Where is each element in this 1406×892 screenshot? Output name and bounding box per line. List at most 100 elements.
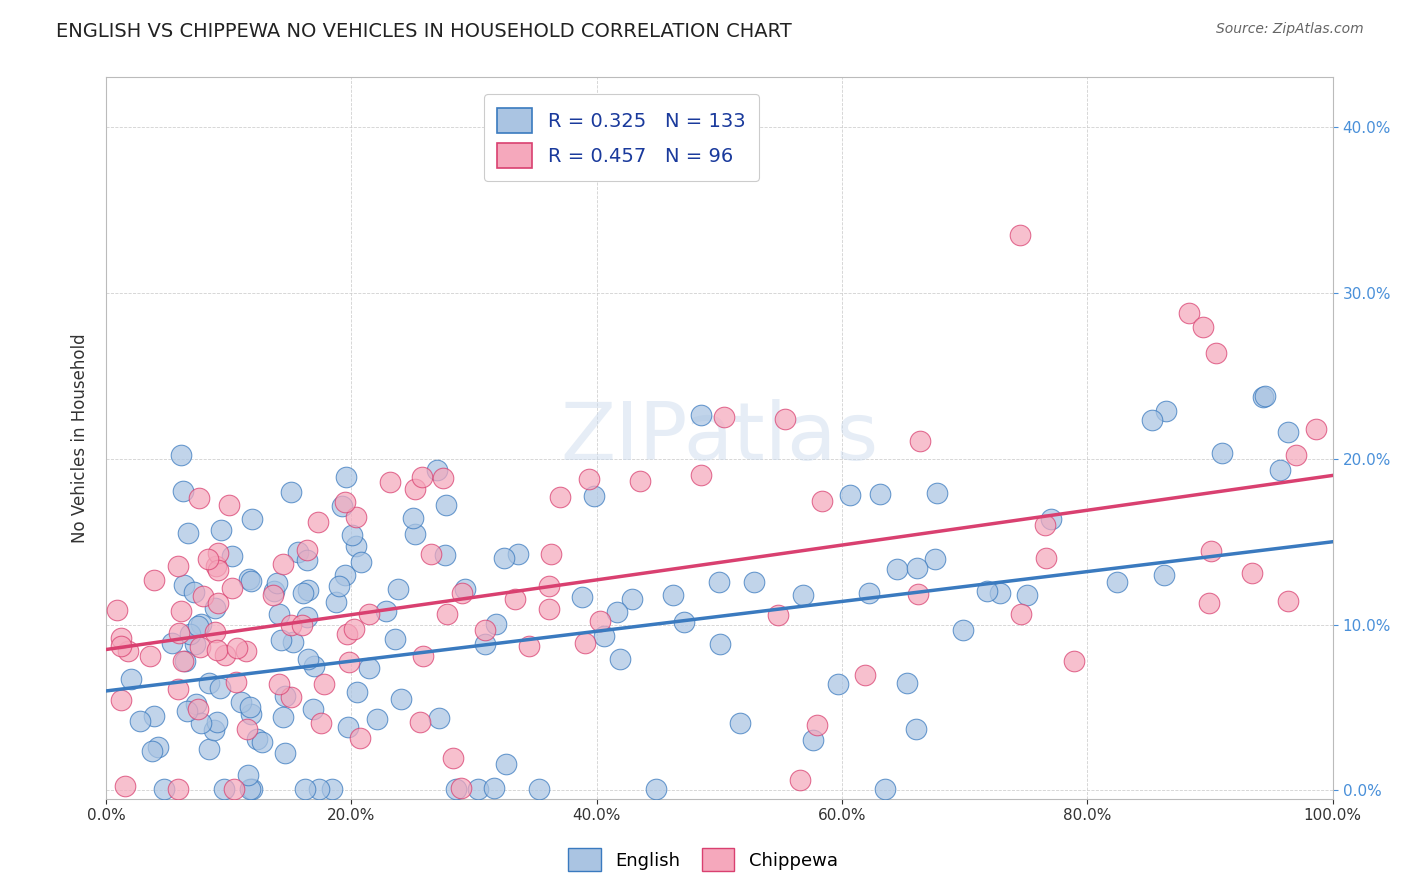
Point	[853, 668, 876, 682]
Point	[271, 710, 294, 724]
Point	[114, 779, 136, 793]
Point	[1253, 389, 1275, 403]
Point	[238, 781, 260, 796]
Point	[1285, 448, 1308, 462]
Point	[904, 722, 927, 736]
Point	[426, 463, 449, 477]
Point	[240, 781, 263, 796]
Point	[508, 547, 530, 561]
Point	[337, 655, 360, 669]
Legend: English, Chippewa: English, Chippewa	[561, 841, 845, 879]
Point	[239, 700, 262, 714]
Point	[160, 635, 183, 649]
Point	[592, 629, 614, 643]
Point	[198, 676, 221, 690]
Point	[105, 603, 128, 617]
Point	[153, 781, 176, 796]
Point	[1205, 346, 1227, 360]
Point	[335, 494, 357, 508]
Point	[896, 676, 918, 690]
Point	[184, 697, 207, 711]
Point	[792, 588, 814, 602]
Point	[170, 449, 193, 463]
Point	[1199, 544, 1222, 558]
Point	[495, 756, 517, 771]
Point	[187, 619, 209, 633]
Point	[141, 744, 163, 758]
Point	[146, 740, 169, 755]
Point	[207, 546, 229, 560]
Point	[873, 781, 896, 796]
Point	[773, 412, 796, 426]
Point	[271, 558, 294, 572]
Point	[444, 781, 467, 796]
Point	[517, 639, 540, 653]
Point	[321, 781, 343, 796]
Point	[1277, 594, 1299, 608]
Point	[309, 715, 332, 730]
Point	[198, 742, 221, 756]
Point	[291, 617, 314, 632]
Point	[205, 558, 228, 573]
Point	[273, 689, 295, 703]
Point	[1192, 319, 1215, 334]
Point	[267, 607, 290, 622]
Point	[952, 623, 974, 637]
Point	[218, 498, 240, 512]
Point	[378, 475, 401, 490]
Point	[173, 578, 195, 592]
Point	[167, 626, 190, 640]
Point	[690, 408, 713, 422]
Point	[411, 469, 433, 483]
Point	[344, 510, 367, 524]
Point	[236, 768, 259, 782]
Point	[110, 692, 132, 706]
Point	[1153, 568, 1175, 582]
Point	[188, 640, 211, 654]
Point	[197, 552, 219, 566]
Point	[340, 527, 363, 541]
Point	[335, 469, 357, 483]
Point	[1105, 574, 1128, 589]
Point	[346, 684, 368, 698]
Point	[169, 604, 191, 618]
Point	[858, 586, 880, 600]
Point	[540, 547, 562, 561]
Point	[454, 582, 477, 597]
Point	[404, 526, 426, 541]
Point	[801, 732, 824, 747]
Point	[280, 485, 302, 500]
Point	[450, 586, 472, 600]
Point	[503, 591, 526, 606]
Point	[336, 626, 359, 640]
Point	[325, 595, 347, 609]
Point	[886, 562, 908, 576]
Point	[869, 487, 891, 501]
Point	[204, 601, 226, 615]
Point	[1305, 422, 1327, 436]
Point	[1035, 551, 1057, 566]
Point	[110, 631, 132, 645]
Point	[441, 751, 464, 765]
Point	[205, 714, 228, 729]
Point	[1178, 306, 1201, 320]
Point	[212, 781, 235, 796]
Point	[142, 709, 165, 723]
Text: ZIPatlas: ZIPatlas	[560, 399, 879, 477]
Point	[274, 746, 297, 760]
Point	[207, 596, 229, 610]
Point	[409, 714, 432, 729]
Point	[713, 409, 735, 424]
Point	[907, 587, 929, 601]
Point	[202, 723, 225, 737]
Point	[578, 472, 600, 486]
Point	[412, 649, 434, 664]
Point	[538, 601, 561, 615]
Point	[190, 617, 212, 632]
Point	[209, 523, 232, 537]
Point	[707, 575, 730, 590]
Point	[336, 720, 359, 734]
Point	[910, 434, 932, 448]
Point	[225, 641, 247, 656]
Point	[583, 490, 606, 504]
